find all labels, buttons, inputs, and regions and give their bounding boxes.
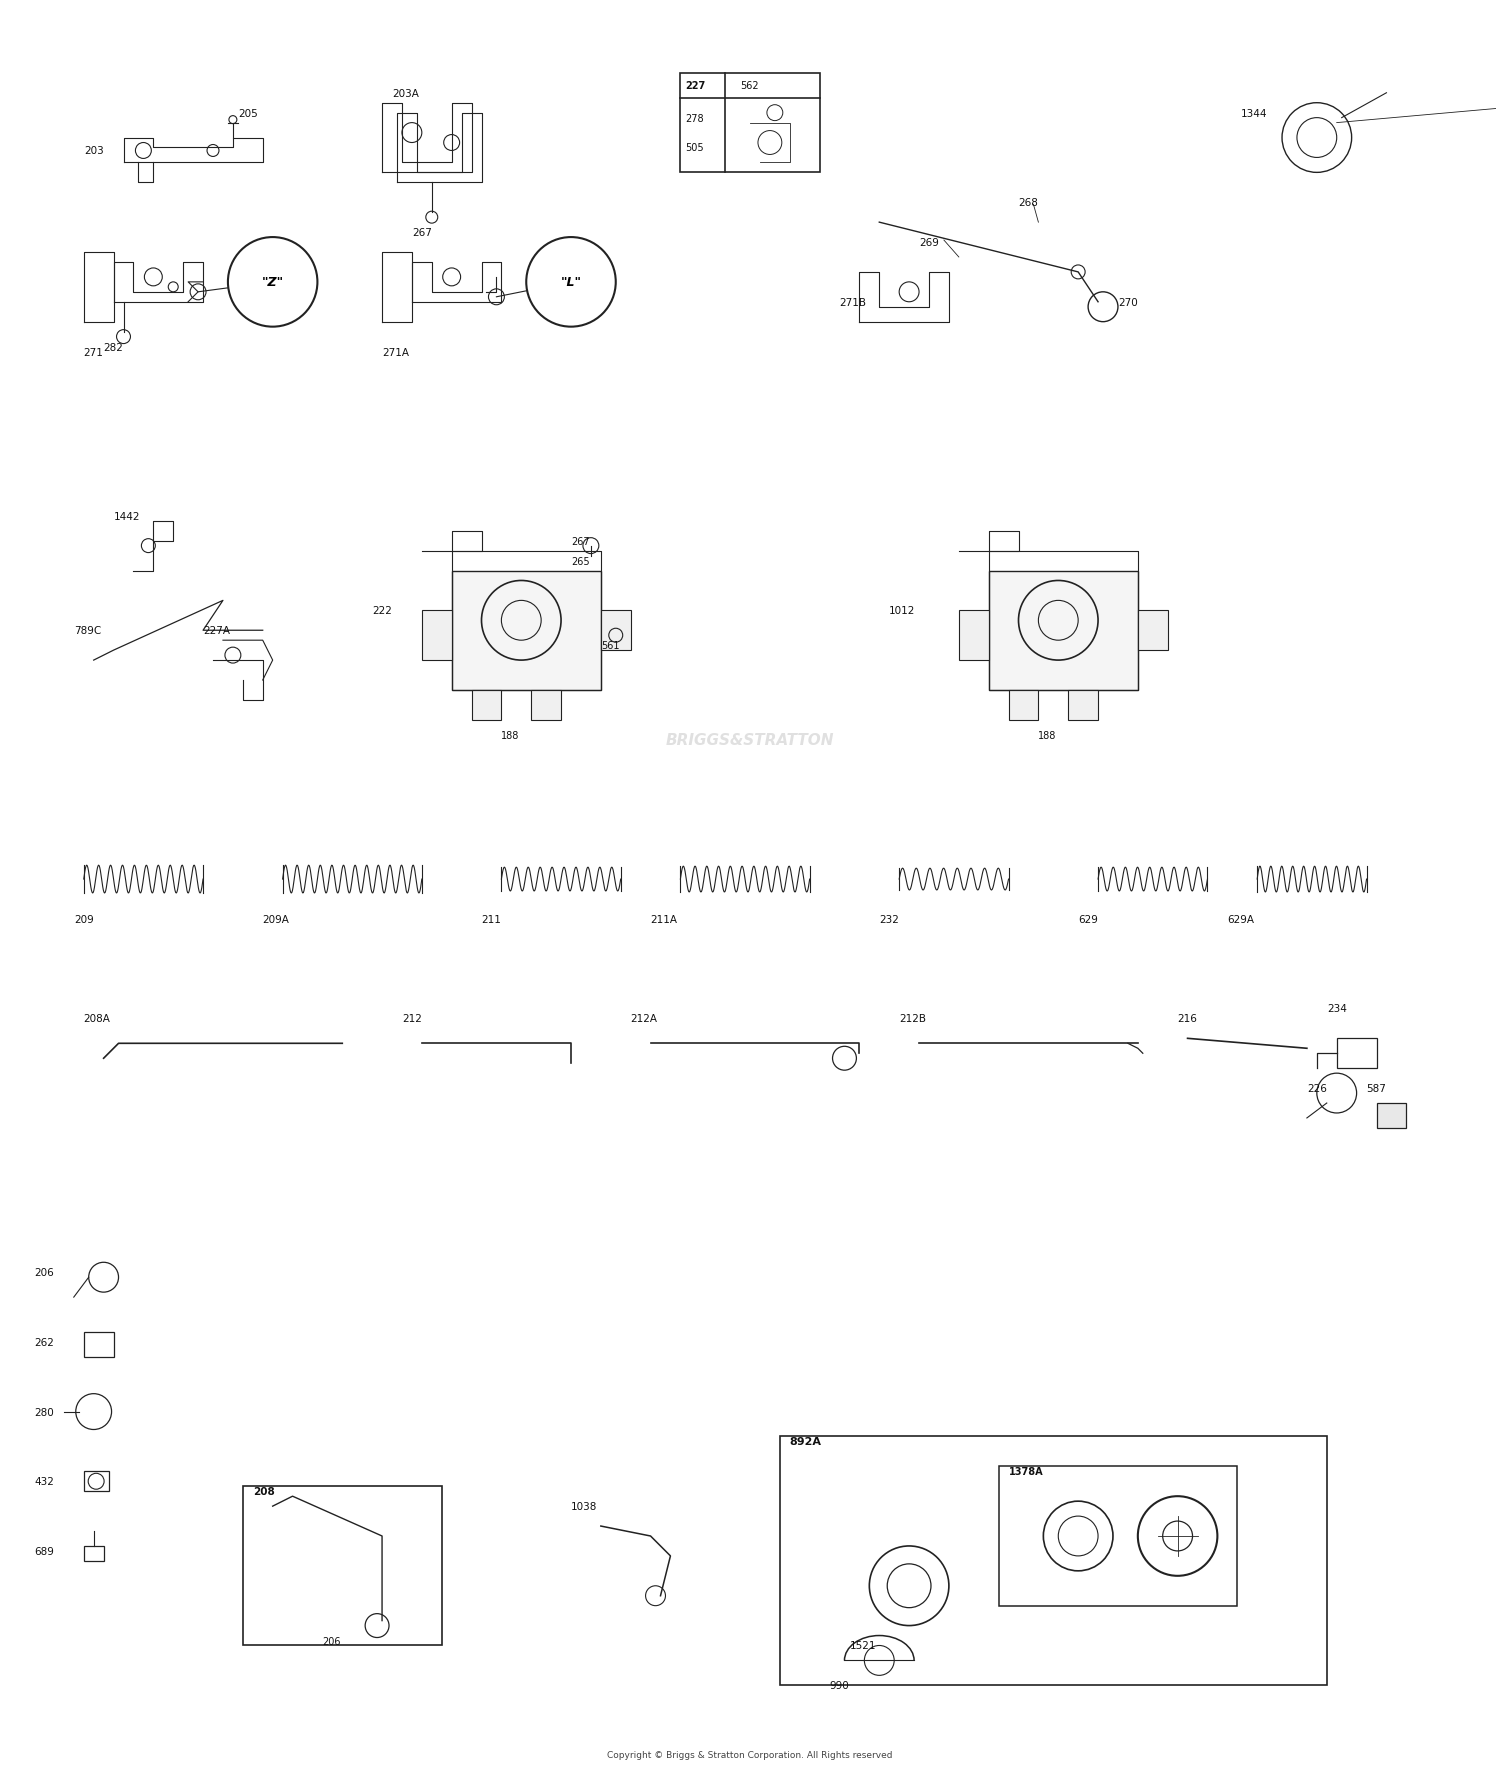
Bar bbox=[1008, 691, 1038, 721]
Text: 212A: 212A bbox=[630, 1014, 657, 1023]
Text: 1442: 1442 bbox=[114, 512, 140, 521]
Text: BRIGGS&STRATTON: BRIGGS&STRATTON bbox=[666, 733, 834, 748]
Text: 892A: 892A bbox=[790, 1437, 822, 1447]
Text: 990: 990 bbox=[830, 1680, 849, 1691]
Text: 203A: 203A bbox=[392, 89, 418, 98]
Text: 789C: 789C bbox=[74, 626, 100, 635]
Text: 271B: 271B bbox=[840, 297, 867, 308]
Bar bbox=[988, 571, 1138, 691]
Bar bbox=[681, 73, 819, 174]
Text: 208: 208 bbox=[254, 1487, 274, 1496]
Text: 282: 282 bbox=[104, 342, 123, 352]
Text: 227A: 227A bbox=[202, 626, 229, 635]
Text: 269: 269 bbox=[920, 238, 939, 249]
Text: 211: 211 bbox=[482, 914, 501, 925]
Text: 222: 222 bbox=[372, 606, 392, 615]
Bar bbox=[471, 691, 501, 721]
Bar bbox=[84, 1472, 108, 1492]
Text: 1038: 1038 bbox=[572, 1501, 597, 1512]
Text: 1344: 1344 bbox=[1240, 109, 1268, 118]
Text: 270: 270 bbox=[1118, 297, 1137, 308]
Text: 206: 206 bbox=[322, 1635, 340, 1646]
Text: 629A: 629A bbox=[1227, 914, 1254, 925]
Bar bbox=[602, 612, 630, 651]
Text: 188: 188 bbox=[501, 730, 520, 741]
Bar bbox=[1138, 612, 1167, 651]
Text: 1521: 1521 bbox=[849, 1641, 876, 1651]
Bar bbox=[1377, 1104, 1407, 1129]
Text: 226: 226 bbox=[1306, 1084, 1328, 1093]
Text: 206: 206 bbox=[34, 1268, 54, 1277]
Bar bbox=[531, 691, 561, 721]
Text: 227: 227 bbox=[686, 81, 705, 91]
Text: 212: 212 bbox=[402, 1014, 422, 1023]
Text: 232: 232 bbox=[879, 914, 898, 925]
Text: 203: 203 bbox=[84, 147, 104, 156]
Text: 1378A: 1378A bbox=[1008, 1467, 1042, 1476]
Text: 265: 265 bbox=[572, 556, 590, 567]
Text: 234: 234 bbox=[1328, 1004, 1347, 1014]
Text: 278: 278 bbox=[686, 113, 703, 123]
Text: "L": "L" bbox=[561, 276, 582, 290]
Text: 267: 267 bbox=[413, 227, 432, 238]
Bar bbox=[1336, 1039, 1377, 1068]
Text: 280: 280 bbox=[34, 1406, 54, 1417]
Bar bbox=[452, 571, 602, 691]
Text: 212B: 212B bbox=[898, 1014, 926, 1023]
Text: 188: 188 bbox=[1038, 730, 1058, 741]
Bar bbox=[999, 1467, 1238, 1607]
Text: 432: 432 bbox=[34, 1476, 54, 1487]
Text: 1012: 1012 bbox=[890, 606, 915, 615]
Text: 268: 268 bbox=[1019, 199, 1038, 208]
Text: 689: 689 bbox=[34, 1546, 54, 1556]
Text: "Z": "Z" bbox=[261, 276, 284, 290]
Text: 209: 209 bbox=[74, 914, 93, 925]
Text: 561: 561 bbox=[602, 640, 619, 651]
Text: Copyright © Briggs & Stratton Corporation. All Rights reserved: Copyright © Briggs & Stratton Corporatio… bbox=[608, 1750, 892, 1760]
Text: 587: 587 bbox=[1366, 1084, 1386, 1093]
Text: 562: 562 bbox=[740, 81, 759, 91]
Text: 262: 262 bbox=[34, 1336, 54, 1347]
Text: 205: 205 bbox=[238, 109, 258, 118]
Text: 209A: 209A bbox=[262, 914, 290, 925]
Bar bbox=[84, 1546, 104, 1562]
Text: 267: 267 bbox=[572, 537, 590, 546]
Bar bbox=[958, 612, 988, 660]
Text: 208A: 208A bbox=[84, 1014, 111, 1023]
Bar bbox=[243, 1487, 441, 1646]
Text: 271: 271 bbox=[84, 347, 104, 358]
Text: 211A: 211A bbox=[651, 914, 678, 925]
Bar bbox=[422, 612, 452, 660]
Text: 629: 629 bbox=[1078, 914, 1098, 925]
Bar bbox=[1068, 691, 1098, 721]
Bar bbox=[780, 1437, 1328, 1685]
Bar bbox=[84, 1333, 114, 1358]
Text: 271A: 271A bbox=[382, 347, 410, 358]
Text: 216: 216 bbox=[1178, 1014, 1197, 1023]
Text: 505: 505 bbox=[686, 143, 703, 154]
